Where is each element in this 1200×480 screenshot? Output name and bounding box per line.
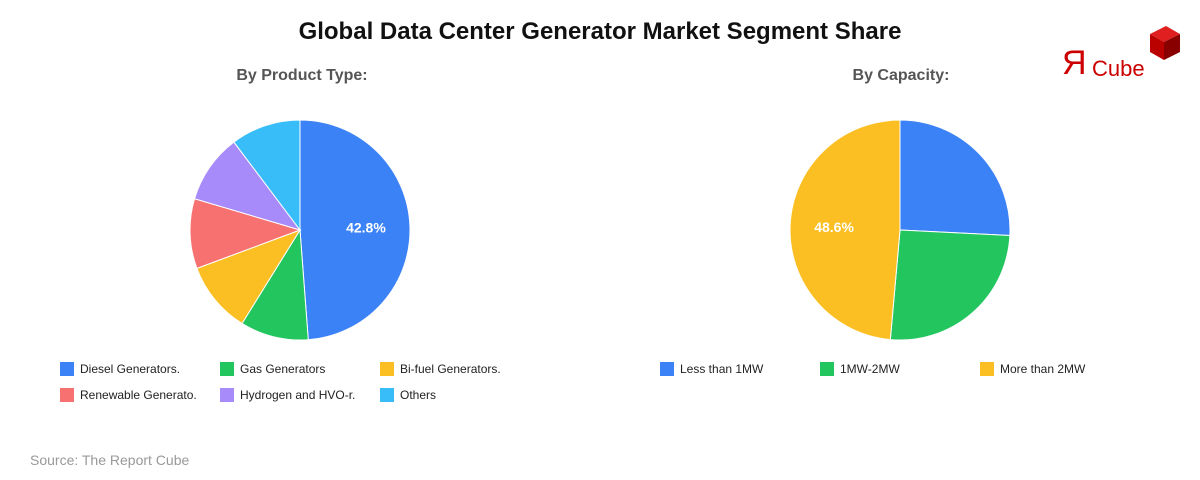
legend-label: Bi-fuel Generators.	[400, 362, 501, 376]
legend-swatch	[60, 388, 74, 402]
legend-item[interactable]: Less than 1MW	[660, 362, 763, 376]
legend-swatch	[220, 362, 234, 376]
logo: Я Cube	[1062, 24, 1182, 89]
legend-label: More than 2MW	[1000, 362, 1086, 376]
legend-item[interactable]: Gas Generators	[220, 362, 325, 376]
legend-swatch	[380, 388, 394, 402]
svg-text:Cube: Cube	[1092, 56, 1145, 81]
legend-label: Renewable Generato.	[80, 388, 197, 402]
legend-item[interactable]: Hydrogen and HVO-r.	[220, 388, 355, 402]
data-label: 48.6%	[814, 219, 854, 235]
legend-swatch	[60, 362, 74, 376]
legend-label: Diesel Generators.	[80, 362, 181, 376]
pie-capacity: 48.6%	[789, 119, 1011, 341]
pie-slice-hydrogen-and-hvo-r-	[193, 141, 302, 231]
legend-item[interactable]: More than 2MW	[980, 362, 1085, 376]
legend-item[interactable]: Bi-fuel Generators.	[380, 362, 501, 376]
svg-text:Я: Я	[1062, 44, 1087, 82]
pie-2-title: By Capacity:	[852, 67, 950, 84]
pie-1-title: By Product Type:	[236, 67, 368, 84]
chart-title: Global Data Center Generator Market Segm…	[298, 18, 902, 45]
legend-label: 1MW-2MW	[840, 362, 900, 376]
pie-slice-less-than-1mw	[899, 119, 1011, 237]
pie-slice-bi-fuel-generators-	[196, 229, 302, 325]
legend-swatch	[220, 388, 234, 402]
legend-item[interactable]: 1MW-2MW	[820, 362, 900, 376]
pie-product-type: 42.8%	[189, 119, 411, 341]
legend-swatch	[380, 362, 394, 376]
pie-slice-1mw-2mw	[889, 229, 1011, 341]
legend-swatch	[660, 362, 674, 376]
legend-label: Gas Generators	[240, 362, 326, 376]
legend-swatch	[820, 362, 834, 376]
source-note: Source: The Report Cube	[30, 452, 190, 468]
legend-item[interactable]: Others	[380, 388, 436, 402]
data-label: 42.8%	[346, 220, 386, 236]
pie-slice-diesel-generators-	[299, 119, 411, 341]
legend-label: Hydrogen and HVO-r.	[240, 388, 356, 402]
legend-item[interactable]: Renewable Generato.	[60, 388, 197, 402]
pie-slice-others	[233, 119, 301, 232]
legend-swatch	[980, 362, 994, 376]
pie-slice-renewable-generato-	[189, 198, 302, 270]
legend-label: Others	[400, 388, 437, 402]
legend-label: Less than 1MW	[680, 362, 764, 376]
pie-slice-more-than-2mw	[789, 119, 901, 341]
legend-item[interactable]: Diesel Generators.	[60, 362, 180, 376]
